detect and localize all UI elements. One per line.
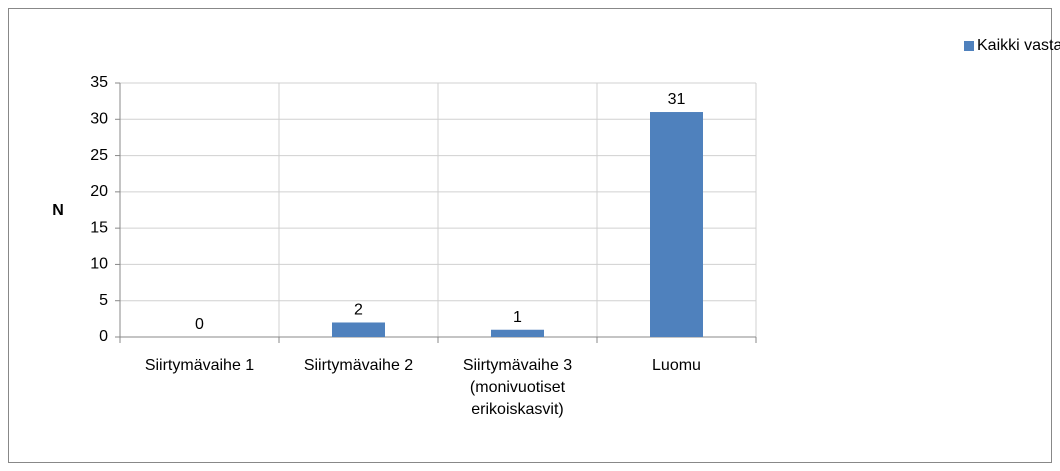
y-tick-label: 10 (90, 256, 108, 273)
x-tick-label: Siirtymävaihe 1 (144, 357, 255, 374)
x-tick-label: Siirtymävaihe 3 (monivuotiset erikoiskas… (462, 357, 573, 418)
bar (650, 112, 703, 338)
y-tick-label: 30 (90, 111, 108, 128)
y-tick-label: 20 (90, 183, 108, 200)
bar (332, 322, 385, 337)
legend-label: Kaikki vastaajat (N=34) (977, 37, 1060, 54)
x-tick-label: Luomu (652, 357, 701, 374)
data-label: 2 (354, 302, 363, 319)
y-tick-label: 25 (90, 147, 108, 164)
y-tick-label: 0 (99, 328, 108, 345)
y-tick-label: 35 (90, 74, 108, 91)
legend-swatch (964, 41, 974, 51)
data-label: 0 (195, 316, 204, 333)
bar (491, 329, 544, 337)
y-tick-label: 5 (99, 292, 108, 309)
y-axis-label: N (52, 202, 64, 219)
x-tick-label: Siirtymävaihe 2 (303, 357, 414, 374)
data-label: 31 (668, 91, 686, 108)
data-label: 1 (513, 309, 522, 326)
chart-border (8, 8, 1052, 463)
y-tick-label: 15 (90, 219, 108, 236)
